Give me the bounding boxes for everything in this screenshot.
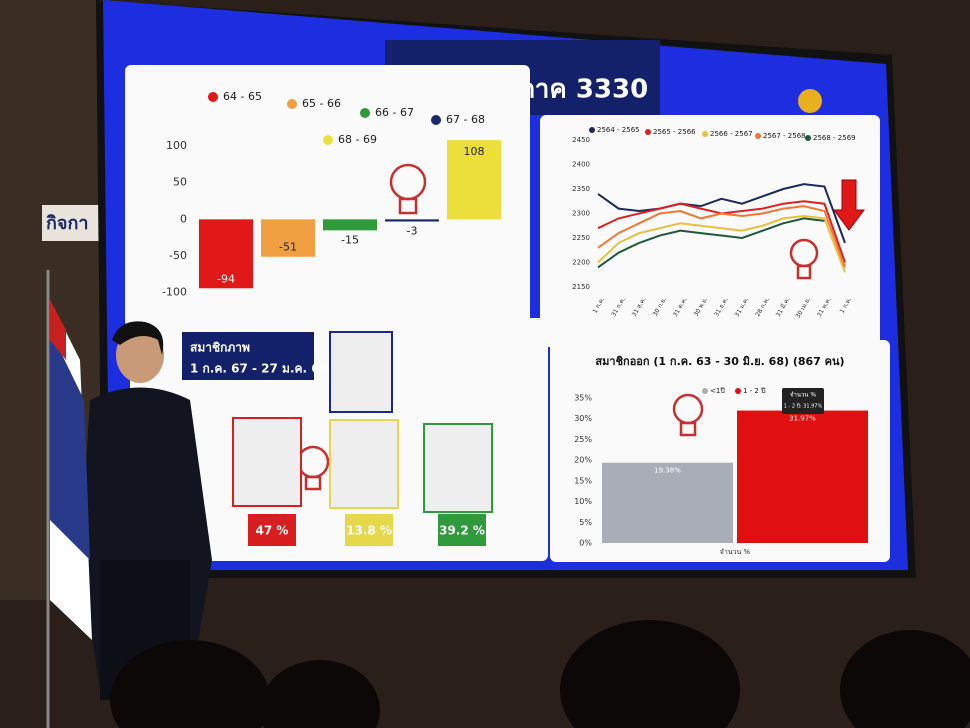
bar (602, 462, 733, 543)
line (597, 205, 846, 268)
percent-label: 47 % (256, 524, 289, 538)
y-tick-label: 2350 (572, 185, 590, 193)
legend-label: 67 - 68 (446, 113, 485, 126)
data-label: 31.97% (789, 415, 816, 423)
legend-label: 64 - 65 (223, 90, 262, 103)
flag (46, 270, 92, 728)
wall-sign-box (42, 205, 108, 241)
people-image (232, 417, 302, 507)
legend-label: 66 - 67 (375, 106, 414, 119)
bar (261, 219, 315, 257)
data-label: -15 (341, 233, 359, 246)
bar (199, 219, 253, 289)
bar (385, 219, 439, 222)
people-image (329, 419, 399, 509)
legend-label: 2565 - 2566 (653, 128, 696, 136)
legend-swatch (702, 388, 708, 394)
legend-label: 2564 - 2565 (597, 126, 640, 134)
percent-box (438, 514, 486, 546)
percent-label: 39.2 % (439, 524, 485, 538)
y-tick-label: 100 (166, 139, 187, 152)
data-label: 19.38% (654, 467, 681, 475)
legend-label: 2568 - 2569 (813, 134, 856, 142)
y-tick-label: 2300 (572, 210, 590, 218)
down-arrow (833, 179, 865, 231)
membership-period: 1 ก.ค. 67 - 27 ม.ค. 69 (190, 362, 328, 376)
tooltip-text: 1 - 2 ปี: 31.97% (784, 403, 823, 410)
legend-label: 1 - 2 ปี (743, 387, 766, 395)
y-tick-label: 30% (574, 414, 592, 423)
y-tick-label: 15% (574, 476, 592, 485)
y-tick-label: -50 (169, 249, 187, 262)
percent-box (248, 514, 296, 546)
data-label: -51 (279, 241, 297, 254)
membership-groups: 47 % 13.8 % 39.2 % (232, 417, 493, 546)
legend-swatch (702, 131, 708, 137)
y-tick-label: 2250 (572, 234, 590, 242)
legend-label: 2567 - 2568 (763, 132, 806, 140)
people-image (329, 331, 393, 413)
legend-label: 65 - 66 (302, 97, 341, 110)
y-tick-label: 50 (173, 176, 187, 189)
legend-swatch (589, 127, 595, 133)
data-label: -3 (407, 225, 418, 238)
y-tick-label: -100 (162, 286, 187, 299)
bulb-icons (296, 163, 819, 491)
y-tick-label: 5% (579, 518, 592, 527)
legend-swatch (208, 92, 218, 102)
y-tick-label: 0% (579, 539, 592, 548)
legend-swatch (755, 133, 761, 139)
percent-box (345, 514, 393, 546)
bar (447, 140, 501, 220)
y-tick-label: 2400 (572, 161, 590, 169)
bar (737, 410, 868, 543)
data-label: -94 (217, 272, 235, 285)
legend-swatch (645, 129, 651, 135)
audience (110, 620, 970, 728)
x-tick-label: จำนวน % (720, 548, 751, 556)
legend-swatch (360, 108, 370, 118)
line (597, 183, 846, 244)
legend-label: 68 - 69 (338, 133, 377, 146)
y-tick-label: 25% (574, 435, 592, 444)
data-label: 108 (464, 145, 485, 158)
y-tick-label: 35% (574, 394, 592, 403)
y-tick-label: 20% (574, 456, 592, 465)
legend-label: 2566 - 2567 (710, 130, 753, 138)
membership-box (182, 332, 314, 380)
legend-swatch (287, 99, 297, 109)
chart-title: สมาชิกออก (1 ก.ค. 63 - 30 มิ.ย. 68) (867… (595, 355, 844, 368)
tooltip-title: จำนวน % (790, 392, 816, 399)
y-tick-label: 2150 (572, 283, 590, 291)
y-tick-label: 10% (574, 497, 592, 506)
y-tick-label: 0 (180, 212, 187, 225)
y-tick-label: 2200 (572, 259, 590, 267)
tooltip (782, 388, 824, 414)
line (597, 217, 825, 269)
legend-swatch (735, 388, 741, 394)
legend-label: <1ปี (710, 387, 725, 395)
bar (323, 219, 377, 231)
wall-sign: กิจกา (46, 213, 89, 234)
legend-swatch (805, 135, 811, 141)
people-image (423, 423, 493, 513)
percent-label: 13.8 % (346, 524, 392, 538)
rotary-logo (798, 89, 822, 113)
membership-title: สมาชิกภาพ (190, 341, 250, 355)
panel (540, 115, 880, 347)
y-tick-label: 2450 (572, 136, 590, 144)
legend-swatch (323, 135, 333, 145)
line (597, 214, 846, 273)
legend-swatch (431, 115, 441, 125)
